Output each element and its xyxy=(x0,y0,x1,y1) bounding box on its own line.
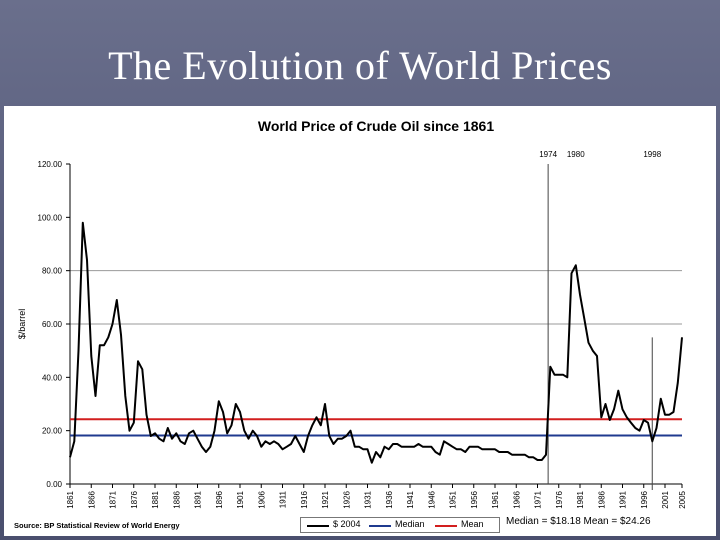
x-tick-label: 1996 xyxy=(640,490,649,508)
x-tick-label: 1926 xyxy=(342,490,351,508)
x-tick-label: 1876 xyxy=(130,490,139,508)
x-tick-label: 1981 xyxy=(576,490,585,508)
stats-note: Median = $18.18 Mean = $24.26 xyxy=(506,516,651,527)
y-tick-label: 20.00 xyxy=(42,427,63,436)
x-tick-label: 1871 xyxy=(109,490,118,508)
annotation-label-1974: 1974 xyxy=(539,150,557,159)
x-tick-label: 1956 xyxy=(470,490,479,508)
x-tick-label: 1946 xyxy=(427,490,436,508)
x-tick-label: 1881 xyxy=(151,490,160,508)
legend-swatch-price xyxy=(307,525,329,527)
x-tick-label: 2001 xyxy=(661,490,670,508)
x-tick-label: 1961 xyxy=(491,490,500,508)
legend-label-median: Median xyxy=(395,519,425,529)
y-tick-label: 120.00 xyxy=(38,160,63,169)
legend-swatch-mean xyxy=(435,525,457,527)
x-tick-label: 1936 xyxy=(385,490,394,508)
y-tick-label: 60.00 xyxy=(42,320,63,329)
x-tick-label: 1991 xyxy=(619,490,628,508)
legend-label-price: $ 2004 xyxy=(333,519,361,529)
y-tick-label: 0.00 xyxy=(46,480,62,489)
y-axis-label: $/barrel xyxy=(17,309,27,340)
x-tick-label: 1901 xyxy=(236,490,245,508)
x-tick-label: 1931 xyxy=(364,490,373,508)
source-note: Source: BP Statistical Review of World E… xyxy=(14,521,180,530)
chart-panel: World Price of Crude Oil since 1861 $/bar… xyxy=(4,106,716,536)
annotation-label-1998: 1998 xyxy=(643,150,661,159)
x-tick-label: 1866 xyxy=(87,490,96,508)
x-tick-label: 1896 xyxy=(215,490,224,508)
x-tick-label: 1966 xyxy=(512,490,521,508)
x-tick-label: 1906 xyxy=(257,490,266,508)
legend-label-mean: Mean xyxy=(461,519,484,529)
y-tick-label: 40.00 xyxy=(42,373,63,382)
x-tick-label: 1951 xyxy=(449,490,458,508)
x-tick-label: 1911 xyxy=(279,490,288,508)
x-tick-label: 2005 xyxy=(678,490,687,508)
annotation-label-1980: 1980 xyxy=(567,150,585,159)
chart-title: World Price of Crude Oil since 1861 xyxy=(258,118,494,134)
slide-title: The Evolution of World Prices xyxy=(108,43,612,88)
x-tick-label: 1886 xyxy=(172,490,181,508)
legend-swatch-median xyxy=(369,525,391,527)
x-tick-label: 1976 xyxy=(555,490,564,508)
oil-price-chart: World Price of Crude Oil since 1861 $/bar… xyxy=(17,118,687,509)
price-series-line xyxy=(69,221,683,464)
y-tick-label: 80.00 xyxy=(42,267,63,276)
x-tick-label: 1921 xyxy=(321,490,330,508)
x-tick-label: 1916 xyxy=(300,490,309,508)
x-tick-label: 1941 xyxy=(406,490,415,508)
x-tick-label: 1986 xyxy=(597,490,606,508)
y-tick-label: 100.00 xyxy=(38,213,63,222)
x-tick-label: 1971 xyxy=(534,490,543,508)
x-tick-label: 1891 xyxy=(194,490,203,508)
chart-legend: $ 2004 Median Mean xyxy=(300,517,500,533)
x-tick-label: 1861 xyxy=(66,490,75,508)
